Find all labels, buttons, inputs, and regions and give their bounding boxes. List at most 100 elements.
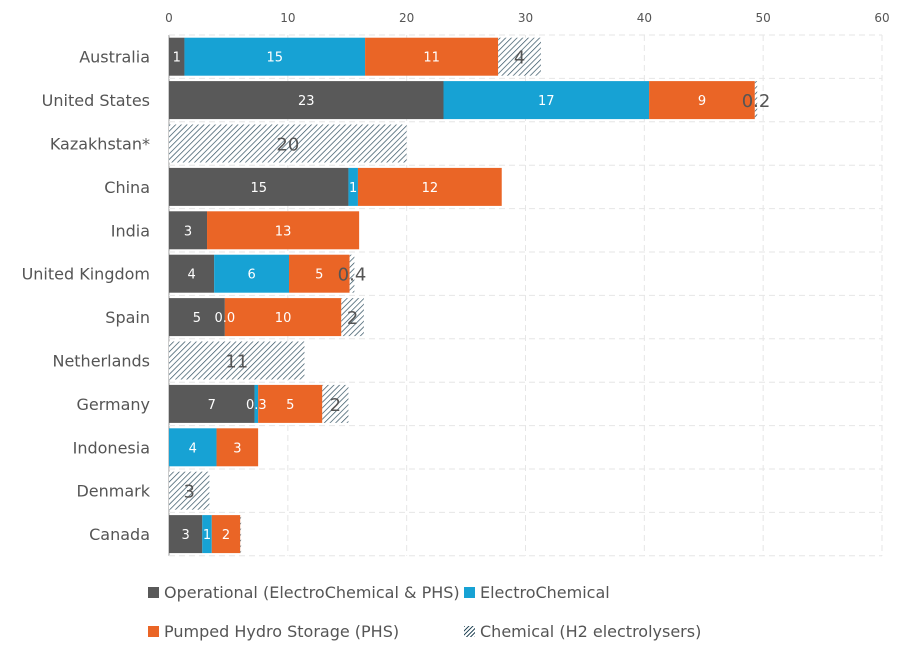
data-label: 11 [225,352,248,373]
data-label: 0.4 [338,265,367,286]
category-label: Kazakhstan* [50,135,150,154]
data-label: 9 [698,94,706,109]
bar-segment [322,384,349,423]
bar-segment [498,37,541,76]
data-label: 4 [189,441,197,456]
bar-segment [169,341,305,380]
bar-segment [349,254,355,293]
data-label: 0.3 [246,398,267,413]
category-label: Indonesia [73,438,150,457]
x-tick-label: 10 [280,11,295,25]
x-axis-ticks: 0 10 20 30 40 50 60 [165,11,889,25]
data-label: 3 [233,441,241,456]
bar-segment [443,81,650,120]
data-label: 7 [208,398,216,413]
bar-segment [240,515,242,554]
bars [169,37,758,554]
legend-swatch-electrochemical [464,587,475,598]
bar-segment [169,37,185,76]
data-label: 17 [538,94,555,109]
x-tick-label: 30 [518,11,533,25]
legend-label: Chemical (H2 electrolysers) [480,622,702,641]
data-label: 0.0 [215,311,236,326]
data-label: 5 [315,268,323,283]
bar-segment [341,298,364,337]
bar-segment [365,37,499,76]
bar-segment [169,254,215,293]
bar-segment [169,384,255,423]
data-label: 0.2 [742,91,771,112]
category-label: Germany [76,395,150,414]
legend-item-operational: Operational (ElectroChemical & PHS) [148,583,460,602]
legend-item-chemical: Chemical (H2 electrolysers) [464,622,701,641]
bar-segment [254,384,259,423]
category-label: United Kingdom [22,265,150,284]
data-label: 2 [222,528,230,543]
data-label: 1 [203,528,211,543]
data-label: 13 [275,224,292,239]
x-tick-label: 40 [637,11,652,25]
bar-segment [649,81,755,120]
data-label: 23 [298,94,315,109]
bar-segment [289,254,350,293]
category-label: Australia [79,48,150,67]
legend-swatch-phs [148,626,159,637]
category-label: China [104,178,150,197]
legend-label: ElectroChemical [480,583,610,602]
bar-segment [169,124,407,163]
bar-segment [169,428,217,467]
data-label: 5 [286,398,294,413]
data-label: 3 [181,528,189,543]
bar-segment [214,254,290,293]
data-label: 2 [347,308,358,329]
legend-swatch-chemical [464,626,475,637]
category-label: Canada [89,525,150,544]
bar-segment [216,428,259,467]
category-label: India [111,221,150,240]
bar-segment [169,211,208,250]
data-label: 15 [266,51,283,66]
legend-label: Operational (ElectroChemical & PHS) [164,583,460,602]
bar-segment [754,81,758,120]
category-label: Spain [105,308,150,327]
data-label: 4 [514,48,525,69]
data-label: 1 [173,51,181,66]
bar-segment [211,515,241,554]
legend-item-phs: Pumped Hydro Storage (PHS) [148,622,399,641]
data-label: 4 [187,268,195,283]
bar-segment [202,515,212,554]
bar-segment [348,167,358,206]
data-label: 5 [193,311,201,326]
data-label: 1 [349,181,357,196]
data-label: 3 [184,224,192,239]
data-label: 6 [247,268,255,283]
x-tick-label: 20 [399,11,414,25]
bar-segment [169,298,225,337]
x-tick-label: 60 [874,11,889,25]
x-tick-label: 0 [165,11,173,25]
bar-segment [169,167,349,206]
bar-segment [184,37,366,76]
data-label: 12 [422,181,439,196]
category-label: Denmark [76,482,150,501]
data-label: 11 [423,51,440,66]
category-label: Netherlands [52,352,150,371]
bar-segment [169,515,203,554]
data-label: 15 [250,181,267,196]
bar-segment [169,81,444,120]
bar-segment [258,384,323,423]
data-label: 10 [275,311,292,326]
x-tick-label: 50 [756,11,771,25]
bar-segment [224,298,342,337]
gridlines [168,34,883,557]
bar-segment [357,167,502,206]
legend-label: Pumped Hydro Storage (PHS) [164,622,400,641]
bar-segment [169,471,210,510]
legend-item-electrochemical: ElectroChemical [464,583,610,602]
legend-swatch-operational [148,587,159,598]
bar-segment [207,211,360,250]
category-label: United States [42,91,150,110]
data-label: 3 [183,482,194,503]
